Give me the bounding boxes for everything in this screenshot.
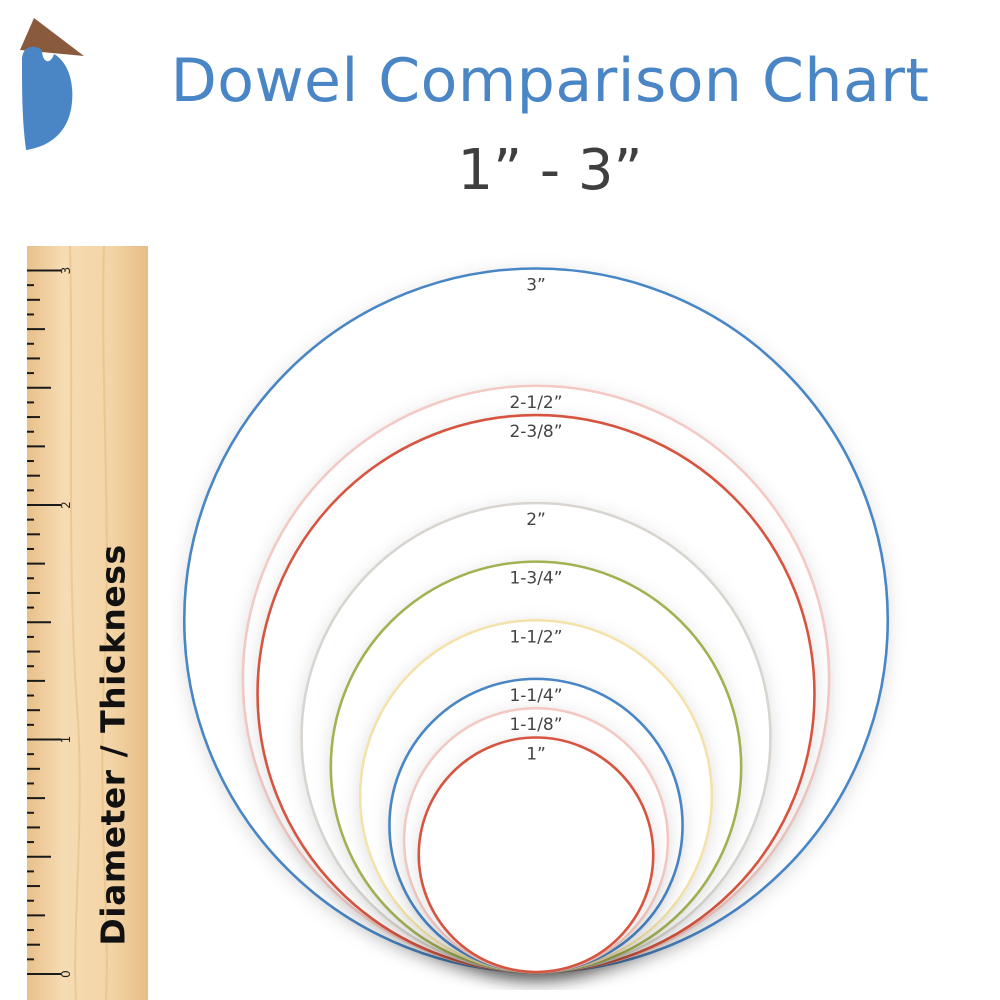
dowel-size-label: 1-1/2” xyxy=(509,627,562,647)
dowel-size-label: 2-1/2” xyxy=(509,393,562,413)
page-subtitle: 1” - 3” xyxy=(457,138,643,203)
dowel-size-label: 1-1/8” xyxy=(509,715,562,735)
ruler-number-label: 2 xyxy=(59,501,73,509)
dowel-size-label: 1” xyxy=(526,745,546,765)
ruler-number-label: 0 xyxy=(59,970,73,978)
ruler-number-label: 1 xyxy=(59,736,73,744)
dowel-size-label: 1-1/4” xyxy=(509,686,562,706)
dowel-circle xyxy=(417,736,655,974)
ruler-number-label: 3 xyxy=(59,267,73,275)
dowel-size-label: 1-3/4” xyxy=(509,569,562,589)
bird-logo-icon xyxy=(20,18,84,150)
dowel-size-label: 2-3/8” xyxy=(509,422,562,442)
ruler: 0 1 2 3 xyxy=(27,245,148,1000)
dowel-circles-diagram: 3” 2-1/2” 2-3/8” 2” 1-3/4” 1-1/2” 1-1/4” 1-1/8”… xyxy=(182,267,890,974)
dowel-size-label: 3” xyxy=(526,276,546,296)
page-title: Dowel Comparison Chart xyxy=(170,46,930,116)
dowel-size-label: 2” xyxy=(526,510,546,530)
ruler-axis-label: Diameter / Thickness xyxy=(93,544,133,946)
